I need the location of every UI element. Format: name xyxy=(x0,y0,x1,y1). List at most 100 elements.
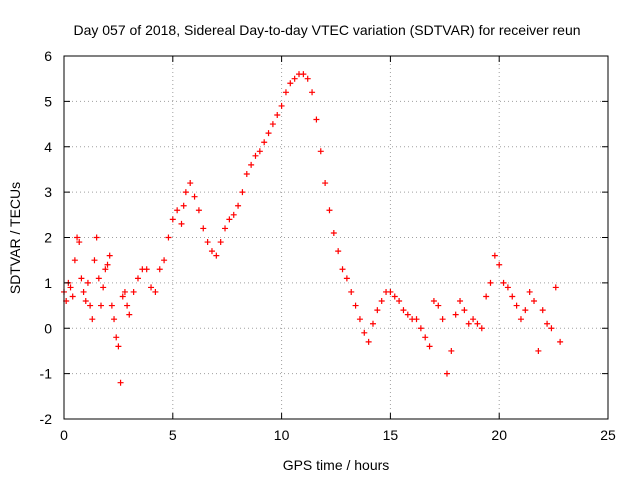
x-tick-label: 25 xyxy=(600,427,616,443)
data-point xyxy=(509,293,516,300)
data-point xyxy=(269,121,276,128)
data-point xyxy=(287,80,294,87)
data-point xyxy=(461,307,468,314)
data-point xyxy=(104,261,111,268)
data-point xyxy=(71,257,78,264)
data-point xyxy=(235,202,242,209)
data-point xyxy=(387,288,394,295)
data-point xyxy=(304,75,311,82)
data-point xyxy=(439,316,446,323)
data-point xyxy=(82,298,89,305)
data-point xyxy=(100,284,107,291)
data-point xyxy=(119,293,126,300)
data-point xyxy=(78,275,85,282)
data-point xyxy=(252,152,259,159)
data-point xyxy=(330,229,337,236)
data-point xyxy=(217,239,224,246)
data-point xyxy=(152,288,159,295)
data-point xyxy=(448,347,455,354)
data-point xyxy=(404,311,411,318)
data-point xyxy=(526,288,533,295)
data-point xyxy=(278,102,285,109)
data-point xyxy=(282,89,289,96)
y-axis-label: SDTVAR / TECUs xyxy=(7,182,23,294)
data-point xyxy=(274,111,281,118)
data-point xyxy=(134,275,141,282)
data-point xyxy=(339,266,346,273)
data-point xyxy=(496,261,503,268)
data-point xyxy=(343,275,350,282)
y-tick-label: 2 xyxy=(44,230,52,246)
data-point xyxy=(97,302,104,309)
data-point xyxy=(504,284,511,291)
data-point xyxy=(89,316,96,323)
data-point xyxy=(165,234,172,241)
data-point xyxy=(187,180,194,187)
data-points xyxy=(61,71,564,386)
data-point xyxy=(95,275,102,282)
data-point xyxy=(169,216,176,223)
data-point xyxy=(443,370,450,377)
data-point xyxy=(180,202,187,209)
data-point xyxy=(356,316,363,323)
data-point xyxy=(435,302,442,309)
data-point xyxy=(457,298,464,305)
data-point xyxy=(256,148,263,155)
y-tick-label: 5 xyxy=(44,93,52,109)
data-point xyxy=(226,216,233,223)
data-point xyxy=(222,225,229,232)
data-point xyxy=(500,279,507,286)
data-point xyxy=(84,279,91,286)
data-point xyxy=(91,257,98,264)
data-point xyxy=(522,307,529,314)
y-tick-label: 6 xyxy=(44,48,52,64)
data-point xyxy=(539,307,546,314)
data-point xyxy=(208,248,215,255)
data-point xyxy=(108,302,115,309)
y-tick-label: 1 xyxy=(44,275,52,291)
data-point xyxy=(413,316,420,323)
data-point xyxy=(143,266,150,273)
data-point xyxy=(156,266,163,273)
data-point xyxy=(352,302,359,309)
x-tick-label: 10 xyxy=(274,427,290,443)
data-point xyxy=(117,379,124,386)
data-point xyxy=(474,320,481,327)
y-tick-label: -2 xyxy=(40,411,53,427)
data-point xyxy=(317,148,324,155)
data-point xyxy=(121,288,128,295)
data-point xyxy=(531,298,538,305)
data-point xyxy=(478,325,485,332)
data-point xyxy=(374,307,381,314)
data-point xyxy=(248,161,255,168)
data-point xyxy=(313,116,320,123)
data-point xyxy=(102,266,109,273)
x-tick-label: 5 xyxy=(169,427,177,443)
data-point xyxy=(517,316,524,323)
axis-ticks: 0 5 10 15 20 25 -2 -1 0 1 2 3 4 5 6 xyxy=(40,48,616,443)
data-point xyxy=(361,329,368,336)
data-point xyxy=(130,288,137,295)
data-point xyxy=(513,302,520,309)
data-point xyxy=(291,75,298,82)
data-point xyxy=(106,252,113,259)
data-point xyxy=(391,293,398,300)
data-point xyxy=(239,189,246,196)
data-point xyxy=(322,180,329,187)
data-point xyxy=(365,338,372,345)
data-point xyxy=(200,225,207,232)
data-point xyxy=(548,325,555,332)
data-point xyxy=(417,325,424,332)
data-point xyxy=(426,343,433,350)
data-point xyxy=(213,252,220,259)
data-point xyxy=(265,130,272,137)
chart-title: Day 057 of 2018, Sidereal Day-to-day VTE… xyxy=(73,22,580,38)
data-point xyxy=(309,89,316,96)
data-point xyxy=(430,298,437,305)
data-point xyxy=(261,139,268,146)
x-axis-label: GPS time / hours xyxy=(283,457,390,473)
x-tick-label: 0 xyxy=(60,427,68,443)
data-point xyxy=(243,170,250,177)
data-point xyxy=(491,252,498,259)
data-point xyxy=(161,257,168,264)
